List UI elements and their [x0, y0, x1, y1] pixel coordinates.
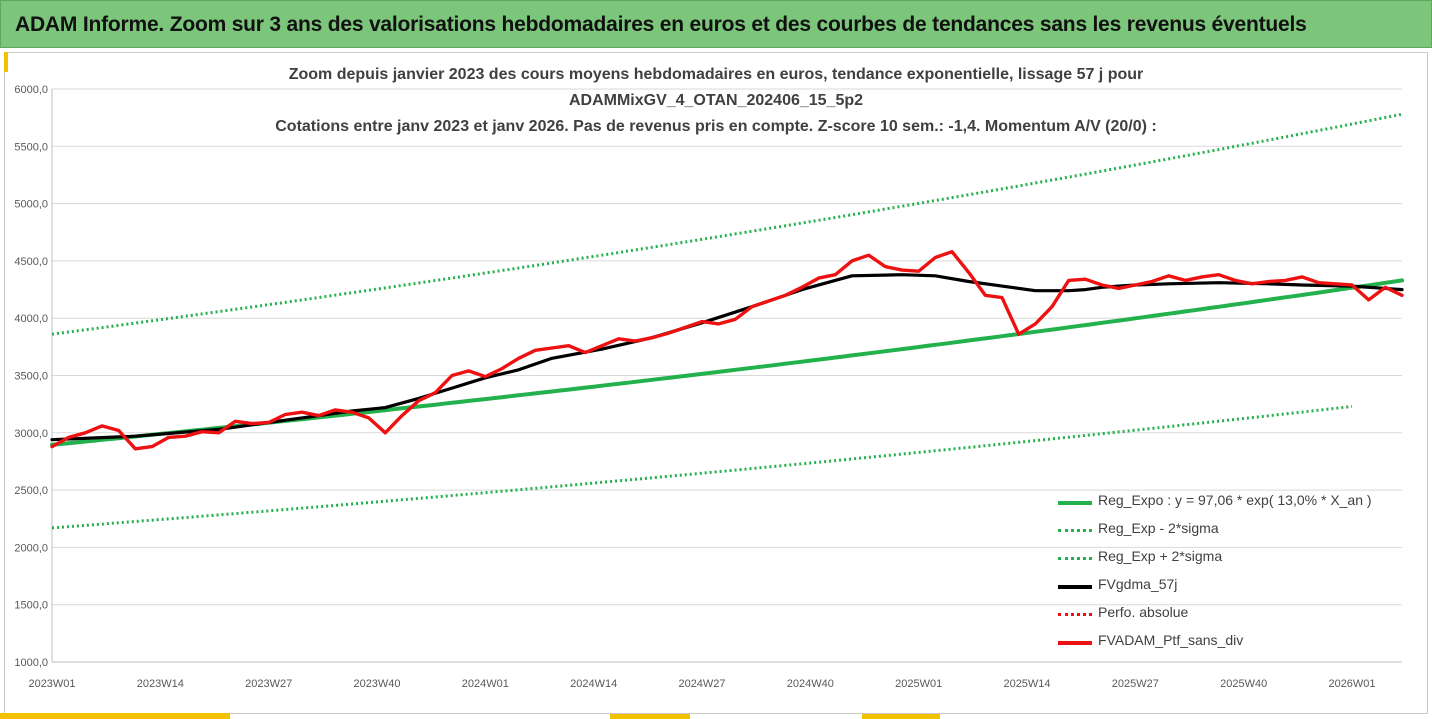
legend-item: Reg_Exp - 2*sigma	[1058, 518, 1398, 546]
legend-label: FVADAM_Ptf_sans_div	[1098, 632, 1244, 648]
x-tick-label: 2023W14	[137, 678, 184, 690]
legend-item: Reg_Exp + 2*sigma	[1058, 546, 1398, 574]
legend-label: Reg_Exp + 2*sigma	[1098, 548, 1223, 564]
legend-swatch	[1058, 585, 1092, 589]
x-tick-label: 2024W40	[787, 678, 834, 690]
accent-mark-top-left	[4, 52, 8, 72]
x-tick-label: 2024W27	[678, 678, 725, 690]
legend-swatch	[1058, 641, 1092, 645]
chart-legend: Reg_Expo : y = 97,06 * exp( 13,0% * X_an…	[1058, 490, 1398, 658]
legend-item: FVADAM_Ptf_sans_div	[1058, 630, 1398, 658]
legend-item: Perfo. absolue	[1058, 602, 1398, 630]
x-tick-label: 2025W27	[1112, 678, 1159, 690]
y-tick-label: 1000,0	[14, 657, 48, 669]
y-tick-label: 4000,0	[14, 313, 48, 325]
legend-label: Reg_Expo : y = 97,06 * exp( 13,0% * X_an…	[1098, 492, 1372, 508]
chart-title-line-3: Cotations entre janv 2023 et janv 2026. …	[275, 118, 1157, 135]
legend-label: Reg_Exp - 2*sigma	[1098, 520, 1219, 536]
chart-frame	[4, 52, 1428, 714]
x-tick-label: 2025W40	[1220, 678, 1267, 690]
legend-label: FVgdma_57j	[1098, 576, 1178, 592]
y-tick-label: 5000,0	[14, 199, 48, 211]
x-tick-label: 2023W01	[28, 678, 75, 690]
legend-swatch	[1058, 501, 1092, 505]
chart-title-line-1: Zoom depuis janvier 2023 des cours moyen…	[288, 66, 1144, 83]
x-tick-label: 2024W01	[462, 678, 509, 690]
x-tick-label: 2023W40	[353, 678, 400, 690]
y-tick-label: 4500,0	[14, 256, 48, 268]
series-line-reg-exp-2-sigma	[51, 112, 1403, 336]
series-line-fvadam-ptf-sans-div	[50, 249, 1404, 451]
x-tick-label: 2026W01	[1328, 678, 1375, 690]
banner-title: ADAM Informe. Zoom sur 3 ans des valoris…	[15, 13, 1307, 36]
x-tick-label: 2024W14	[570, 678, 617, 690]
title-banner: ADAM Informe. Zoom sur 3 ans des valoris…	[0, 0, 1432, 48]
series-line-reg-expo-y-97-06-exp-13-0-x-an	[50, 278, 1404, 447]
x-tick-label: 2023W27	[245, 678, 292, 690]
y-tick-label: 1500,0	[14, 600, 48, 612]
legend-item: Reg_Expo : y = 97,06 * exp( 13,0% * X_an…	[1058, 490, 1398, 518]
legend-swatch	[1058, 557, 1092, 560]
legend-swatch	[1058, 529, 1092, 532]
y-tick-label: 2500,0	[14, 485, 48, 497]
x-tick-label: 2025W14	[1003, 678, 1050, 690]
y-tick-label: 5500,0	[14, 141, 48, 153]
y-tick-label: 6000,0	[14, 84, 48, 96]
legend-swatch	[1058, 613, 1092, 616]
y-tick-label: 2000,0	[14, 542, 48, 554]
accent-mark-bottom-mid	[610, 714, 690, 719]
legend-label: Perfo. absolue	[1098, 604, 1189, 620]
legend-item: FVgdma_57j	[1058, 574, 1398, 602]
y-tick-label: 3000,0	[14, 428, 48, 440]
chart-title-line-2: ADAMMixGV_4_OTAN_202406_15_5p2	[568, 92, 864, 109]
y-tick-label: 3500,0	[14, 371, 48, 383]
x-tick-label: 2025W01	[895, 678, 942, 690]
accent-mark-bottom-right	[862, 714, 940, 719]
accent-mark-bottom-left	[0, 713, 230, 719]
series-line-fvgdma-57j	[50, 273, 1404, 442]
